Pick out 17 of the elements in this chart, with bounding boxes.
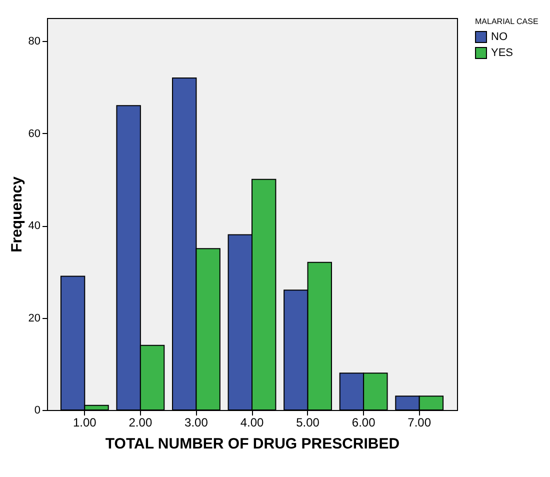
y-tick-label: 0 — [34, 404, 40, 416]
x-tick-label: 2.00 — [128, 416, 152, 430]
x-tick-label: 6.00 — [352, 416, 376, 430]
legend-label: NO — [491, 31, 508, 43]
x-tick-label: 5.00 — [296, 416, 320, 430]
legend-label: YES — [491, 47, 514, 59]
y-tick-label: 40 — [28, 220, 40, 232]
x-tick-label: 1.00 — [72, 416, 97, 430]
x-tick-label: 3.00 — [184, 416, 208, 430]
y-tick-label: 80 — [28, 36, 40, 48]
y-tick-label: 60 — [28, 128, 40, 140]
legend-title: MALARIAL CASE — [475, 17, 538, 26]
x-axis-title: TOTAL NUMBER OF DRUG PRESCRIBED — [105, 436, 400, 452]
y-axis-title: Frequency — [8, 176, 26, 252]
x-tick-label: 4.00 — [240, 416, 264, 430]
x-tick-label: 7.00 — [408, 416, 432, 430]
y-tick-label: 20 — [28, 312, 40, 324]
